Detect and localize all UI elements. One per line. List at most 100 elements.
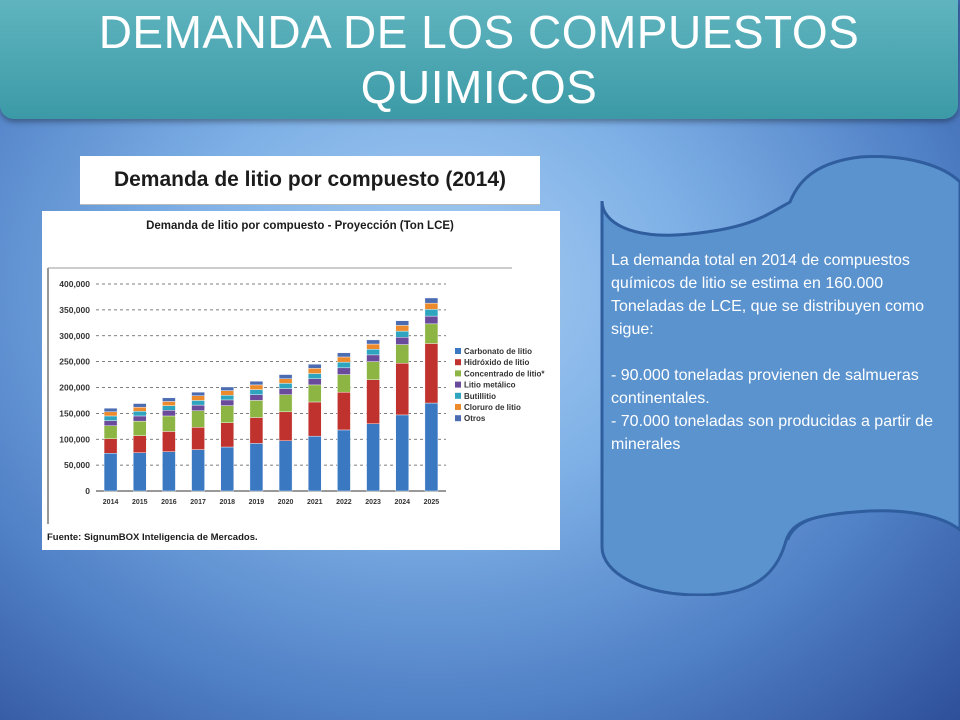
y-tick-label: 350,000: [59, 305, 90, 315]
x-tick-label: 2021: [307, 499, 323, 506]
bar-segment: [395, 414, 409, 492]
x-tick-label: 2019: [249, 499, 265, 506]
bar-segment: [220, 395, 234, 401]
bar-segment: [162, 401, 176, 406]
bar-segment: [191, 391, 205, 396]
bar-segment: [133, 452, 147, 492]
bar-segment: [162, 410, 176, 417]
y-tick-label: 0: [85, 486, 90, 496]
x-tick-label: 2023: [365, 499, 381, 506]
bar-segment: [308, 368, 322, 374]
bar-segment: [278, 440, 293, 492]
bar-segment: [191, 400, 205, 406]
bar-segment: [133, 403, 147, 408]
bar-segment: [424, 343, 439, 404]
bar-segment: [249, 381, 264, 386]
callout-paragraph: - 70.000 toneladas son producidas a part…: [611, 413, 933, 453]
callout-curl: [787, 509, 960, 541]
bar-segment: [162, 431, 176, 452]
bar-segment: [162, 415, 176, 432]
bar-segment: [395, 325, 409, 332]
bar-segment: [278, 378, 293, 384]
chart-legend: Carbonato de litio Hidróxido de litio Conc…: [455, 347, 545, 423]
legend-label: Otros: [464, 414, 486, 423]
bar-segment: [220, 422, 234, 448]
legend-label: Carbonato de litio: [464, 347, 532, 356]
legend-swatch: [455, 392, 461, 399]
slide-title: DEMANDA DE LOS COMPUESTOS QUIMICOS: [98, 5, 860, 113]
chart-bars: [103, 297, 439, 492]
bar-segment: [395, 344, 409, 364]
callout-text: La demanda total en 2014 de compuestos q…: [611, 249, 951, 456]
bar-segment: [249, 417, 264, 444]
legend-swatch: [455, 415, 461, 422]
bar-segment: [337, 429, 351, 492]
bar-segment: [395, 362, 409, 416]
chart-source: Fuente: SignumBOX Inteligencia de Mercad…: [47, 532, 258, 543]
bar-segment: [191, 449, 205, 492]
bar-segment: [308, 373, 322, 379]
y-tick-label: 100,000: [59, 434, 90, 444]
bar-segment: [103, 407, 118, 413]
bar-segment: [424, 302, 439, 310]
bar-segment: [337, 374, 351, 393]
chart-panel: Demanda de litio por compuesto - Proyecc…: [42, 211, 560, 550]
y-tick-label: 50,000: [64, 460, 90, 470]
x-tick-label: 2022: [336, 499, 352, 506]
legend-swatch: [455, 370, 461, 377]
bar-segment: [337, 391, 351, 431]
legend-swatch: [455, 359, 461, 366]
bar-segment: [191, 427, 205, 450]
y-tick-label: 200,000: [59, 383, 90, 393]
bar-segment: [133, 435, 147, 453]
bar-segment: [249, 389, 264, 395]
bar-segment: [424, 402, 439, 492]
x-tick-label: 2024: [394, 499, 410, 506]
bar-segment: [366, 349, 380, 356]
legend-swatch: [455, 404, 461, 410]
bar-segment: [220, 386, 234, 391]
bar-segment: [366, 339, 380, 345]
bar-segment: [133, 406, 147, 412]
bar-segment: [249, 400, 264, 418]
legend-label: Hidróxido de litio: [464, 358, 529, 367]
bar-segment: [395, 330, 409, 338]
bar-segment: [424, 297, 439, 304]
callout-paragraph: Toneladas de LCE, que se distribuyen com…: [611, 298, 925, 338]
bar-segment: [162, 397, 176, 402]
bar-segment: [366, 343, 380, 350]
x-tick-label: 2015: [132, 499, 148, 506]
chart-title: Demanda de litio por compuesto - Proyecc…: [146, 220, 454, 232]
y-tick-label: 400,000: [59, 279, 90, 289]
chart-axis-labels: 400,000 350,000 300,000 250,000 200,000 150,0…: [59, 279, 439, 506]
chart-header: Demanda de litio por compuesto (2014): [80, 156, 540, 205]
bar-segment: [220, 405, 234, 423]
bar-segment: [103, 453, 118, 492]
legend-label: Concentrado de litio*: [464, 369, 545, 378]
bar-segment: [366, 354, 380, 362]
x-tick-label: 2025: [424, 499, 440, 506]
bar-segment: [278, 388, 293, 395]
bar-segment: [162, 405, 176, 411]
bar-segment: [308, 401, 322, 437]
bar-segment: [278, 394, 293, 413]
bar-segment: [249, 394, 264, 401]
bar-segment: [103, 411, 118, 417]
stacked-bar-chart: Demanda de litio por compuesto - Proyecc…: [47, 220, 545, 543]
bar-segment: [103, 425, 118, 439]
bar-segment: [249, 384, 264, 390]
bar-segment: [249, 443, 264, 492]
bar-segment: [424, 315, 439, 325]
bar-segment: [103, 438, 118, 454]
bar-segment: [308, 435, 322, 492]
legend-label: Cloruro de litio: [464, 403, 521, 412]
callout-paragraph: La demanda total en 2014 de compuestos q…: [611, 252, 910, 292]
bar-segment: [278, 411, 293, 442]
legend-label: Litio metálico: [464, 381, 516, 390]
bar-segment: [133, 411, 147, 417]
bar-segment: [366, 361, 380, 380]
y-tick-label: 300,000: [59, 331, 90, 341]
bar-segment: [337, 356, 351, 363]
chart-header-label: Demanda de litio por compuesto (2014): [113, 168, 507, 191]
legend-swatch: [455, 348, 461, 354]
